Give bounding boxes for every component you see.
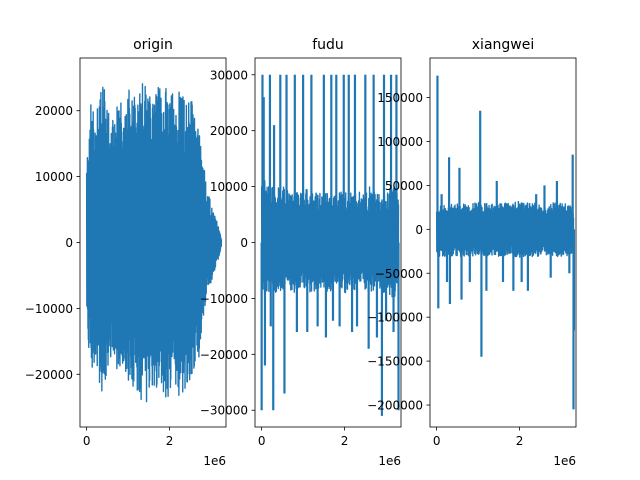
subplot-fudu: fudu −30000 −20000 −10000 0 10000 20000 30000 0… bbox=[200, 37, 402, 468]
y-tick-label: 150000 bbox=[377, 91, 423, 105]
y-tick-label: 10000 bbox=[35, 170, 73, 184]
subplot-xiangwei: xiangwei −200000 −150000 −100000 −50000 0 500… bbox=[367, 37, 577, 468]
plot-area: −20000 −10000 0 10000 20000 0 2 bbox=[25, 57, 227, 448]
y-tick-label: −100000 bbox=[367, 311, 423, 325]
plot-area: −200000 −150000 −100000 −50000 0 50000 100000 1… bbox=[367, 57, 577, 448]
y-tick-label: 20000 bbox=[35, 104, 73, 118]
y-tick-label: −10000 bbox=[200, 292, 248, 306]
y-tick-label: 0 bbox=[240, 236, 248, 250]
y-tick-label: 0 bbox=[415, 223, 423, 237]
subplot-title: xiangwei bbox=[472, 37, 534, 53]
y-tick-label: −20000 bbox=[200, 348, 248, 362]
subplot-title: fudu bbox=[312, 37, 344, 53]
x-offset-label: 1e6 bbox=[203, 454, 226, 468]
y-tick-label: −20000 bbox=[25, 368, 73, 382]
x-tick-label: 2 bbox=[166, 434, 174, 448]
y-tick-label: 10000 bbox=[210, 180, 248, 194]
plot-area: −30000 −20000 −10000 0 10000 20000 30000 0 2 bbox=[200, 57, 402, 448]
y-tick-label: 50000 bbox=[385, 179, 423, 193]
subplot-title: origin bbox=[133, 37, 173, 53]
x-tick-label: 0 bbox=[258, 434, 266, 448]
y-tick-label: −10000 bbox=[25, 302, 73, 316]
y-tick-label: 20000 bbox=[210, 124, 248, 138]
x-offset-label: 1e6 bbox=[378, 454, 401, 468]
y-tick-label: 100000 bbox=[377, 135, 423, 149]
y-tick-label: −150000 bbox=[367, 355, 423, 369]
y-tick-label: 0 bbox=[65, 236, 73, 250]
y-tick-label: −50000 bbox=[375, 267, 423, 281]
subplot-origin: origin −20000 −10000 0 10000 20000 0 2 1e6 bbox=[25, 37, 227, 468]
x-offset-label: 1e6 bbox=[553, 454, 576, 468]
axes-frame bbox=[429, 57, 577, 428]
signal-series-line bbox=[435, 200, 575, 258]
x-tick-label: 2 bbox=[516, 434, 524, 448]
signal-series-line bbox=[85, 83, 223, 403]
x-tick-label: 0 bbox=[83, 434, 91, 448]
x-tick-label: 0 bbox=[433, 434, 441, 448]
y-tick-label: −30000 bbox=[200, 404, 248, 418]
y-tick-label: 30000 bbox=[210, 68, 248, 82]
x-tick-label: 2 bbox=[341, 434, 349, 448]
y-tick-label: −200000 bbox=[367, 399, 423, 413]
